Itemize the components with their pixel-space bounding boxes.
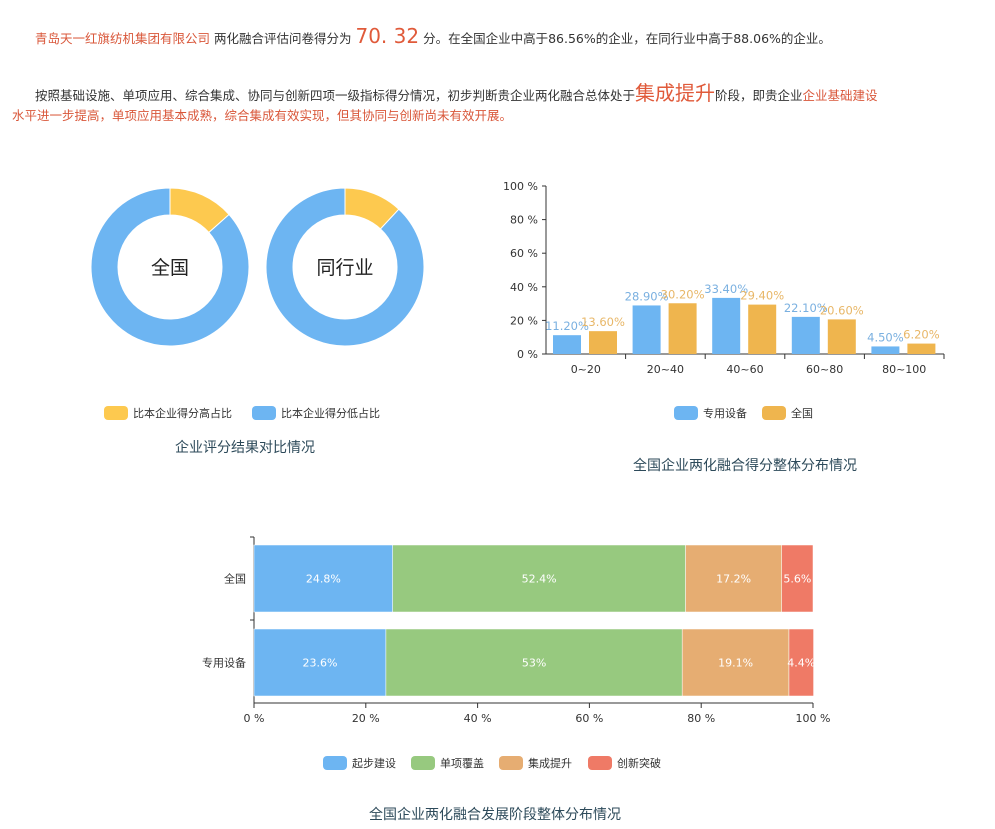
summary-text: 分。在全国企业中高于86.56%的企业，在同行业中高于88.06%的企业。 bbox=[419, 31, 831, 46]
legend-label: 集成提升 bbox=[528, 756, 572, 770]
segment-data-label: 17.2% bbox=[716, 573, 751, 586]
legend-label: 单项覆盖 bbox=[440, 756, 484, 770]
segment-data-label: 24.8% bbox=[306, 573, 341, 586]
x-tick-label: 20 % bbox=[352, 712, 380, 725]
bar bbox=[827, 319, 856, 354]
bar-data-label: 22.10% bbox=[784, 301, 828, 315]
legend-label: 全国 bbox=[791, 406, 813, 420]
y-tick-label: 60 % bbox=[510, 247, 538, 260]
bar-data-label: 11.20% bbox=[545, 319, 589, 333]
legend-label: 比本企业得分低占比 bbox=[281, 406, 380, 420]
y-tick-label: 100 % bbox=[503, 180, 538, 193]
stage-value: 集成提升 bbox=[635, 81, 716, 105]
y-tick-label: 80 % bbox=[510, 214, 538, 227]
summary-line-2: 按照基础设施、单项应用、综合集成、协同与创新四项一级指标得分情况，初步判断贵企业… bbox=[35, 77, 878, 106]
legend-swatch bbox=[499, 756, 523, 770]
stacked-bar-segment bbox=[681, 628, 790, 697]
x-tick-label: 80~100 bbox=[882, 363, 926, 376]
summary-text: 阶段，即贵企业 bbox=[715, 88, 803, 103]
legend-swatch bbox=[411, 756, 435, 770]
x-tick-label: 40~60 bbox=[726, 363, 763, 376]
bar bbox=[748, 304, 777, 354]
bar bbox=[907, 343, 936, 354]
summary-line-3: 水平进一步提高，单项应用基本成熟，综合集成有效实现，但其协同与创新尚未有效开展。 bbox=[12, 108, 513, 123]
segment-data-label: 19.1% bbox=[718, 657, 753, 670]
segment-data-label: 53% bbox=[522, 657, 546, 670]
legend-swatch bbox=[674, 406, 698, 420]
bar-data-label: 4.50% bbox=[867, 330, 904, 344]
x-tick-label: 100 % bbox=[796, 712, 831, 725]
bar bbox=[668, 303, 697, 354]
summary-text: 按照基础设施、单项应用、综合集成、协同与创新四项一级指标得分情况，初步判断贵企业… bbox=[35, 88, 636, 103]
stacked-bar-segment bbox=[385, 628, 683, 697]
legend-label: 比本企业得分高占比 bbox=[133, 406, 232, 420]
x-tick-label: 0~20 bbox=[571, 363, 601, 376]
donut-slice bbox=[265, 187, 425, 347]
donut-slice bbox=[90, 187, 250, 347]
summary-line-1: 青岛天一红旗纺机集团有限公司 两化融合评估问卷得分为 70. 32 分。在全国企… bbox=[35, 24, 831, 48]
stacked-bar-segment bbox=[392, 544, 686, 613]
segment-data-label: 52.4% bbox=[522, 573, 557, 586]
summary-text: 两化融合评估问卷得分为 bbox=[210, 31, 356, 46]
bar bbox=[589, 331, 617, 354]
bar bbox=[632, 305, 661, 354]
bar bbox=[871, 346, 900, 354]
legend-label: 创新突破 bbox=[617, 756, 661, 770]
y-category-label: 全国 bbox=[224, 572, 246, 586]
stacked-bar-segment bbox=[253, 628, 387, 697]
bar-data-label: 28.90% bbox=[625, 289, 669, 303]
bar-data-label: 20.60% bbox=[820, 303, 864, 317]
donut-center-label: 同行业 bbox=[316, 257, 373, 279]
segment-data-label: 23.6% bbox=[302, 657, 337, 670]
legend-swatch bbox=[323, 756, 347, 770]
summary-highlight: 企业基础建设 bbox=[802, 88, 878, 103]
x-tick-label: 40 % bbox=[464, 712, 492, 725]
bar bbox=[791, 316, 820, 354]
bar-chart-title: 全国企业两化融合得分整体分布情况 bbox=[633, 458, 857, 474]
score-value: 70. 32 bbox=[355, 24, 420, 48]
bar-data-label: 33.40% bbox=[704, 282, 748, 296]
stacked-bar-segment bbox=[781, 544, 814, 613]
y-tick-label: 0 % bbox=[517, 348, 538, 361]
company-name: 青岛天一红旗纺机集团有限公司 bbox=[35, 31, 211, 46]
donut-chart-title: 企业评分结果对比情况 bbox=[175, 440, 315, 456]
segment-data-label: 5.6% bbox=[783, 573, 811, 586]
x-tick-label: 20~40 bbox=[647, 363, 684, 376]
stacked-bar-segment bbox=[685, 544, 782, 613]
bar-data-label: 30.20% bbox=[661, 287, 705, 301]
x-tick-label: 0 % bbox=[244, 712, 265, 725]
bar-data-label: 6.20% bbox=[903, 328, 940, 342]
legend-swatch bbox=[762, 406, 786, 420]
legend-swatch bbox=[104, 406, 128, 420]
stacked-chart-title: 全国企业两化融合发展阶段整体分布情况 bbox=[369, 807, 621, 823]
legend-label: 专用设备 bbox=[703, 406, 747, 420]
legend-label: 起步建设 bbox=[352, 756, 396, 770]
bar bbox=[553, 335, 581, 354]
legend-swatch bbox=[252, 406, 276, 420]
x-tick-label: 60~80 bbox=[806, 363, 843, 376]
bar-data-label: 29.40% bbox=[740, 289, 784, 303]
x-tick-label: 60 % bbox=[575, 712, 603, 725]
x-tick-label: 80 % bbox=[687, 712, 715, 725]
stacked-bar-segment bbox=[253, 544, 393, 613]
y-category-label: 专用设备 bbox=[202, 656, 246, 670]
bar-data-label: 13.60% bbox=[581, 315, 625, 329]
donut-center-label: 全国 bbox=[151, 257, 189, 279]
bar bbox=[712, 297, 741, 354]
y-tick-label: 40 % bbox=[510, 281, 538, 294]
y-tick-label: 20 % bbox=[510, 314, 538, 327]
legend-swatch bbox=[588, 756, 612, 770]
segment-data-label: 4.4% bbox=[787, 657, 815, 670]
stacked-bar-segment bbox=[788, 628, 814, 697]
